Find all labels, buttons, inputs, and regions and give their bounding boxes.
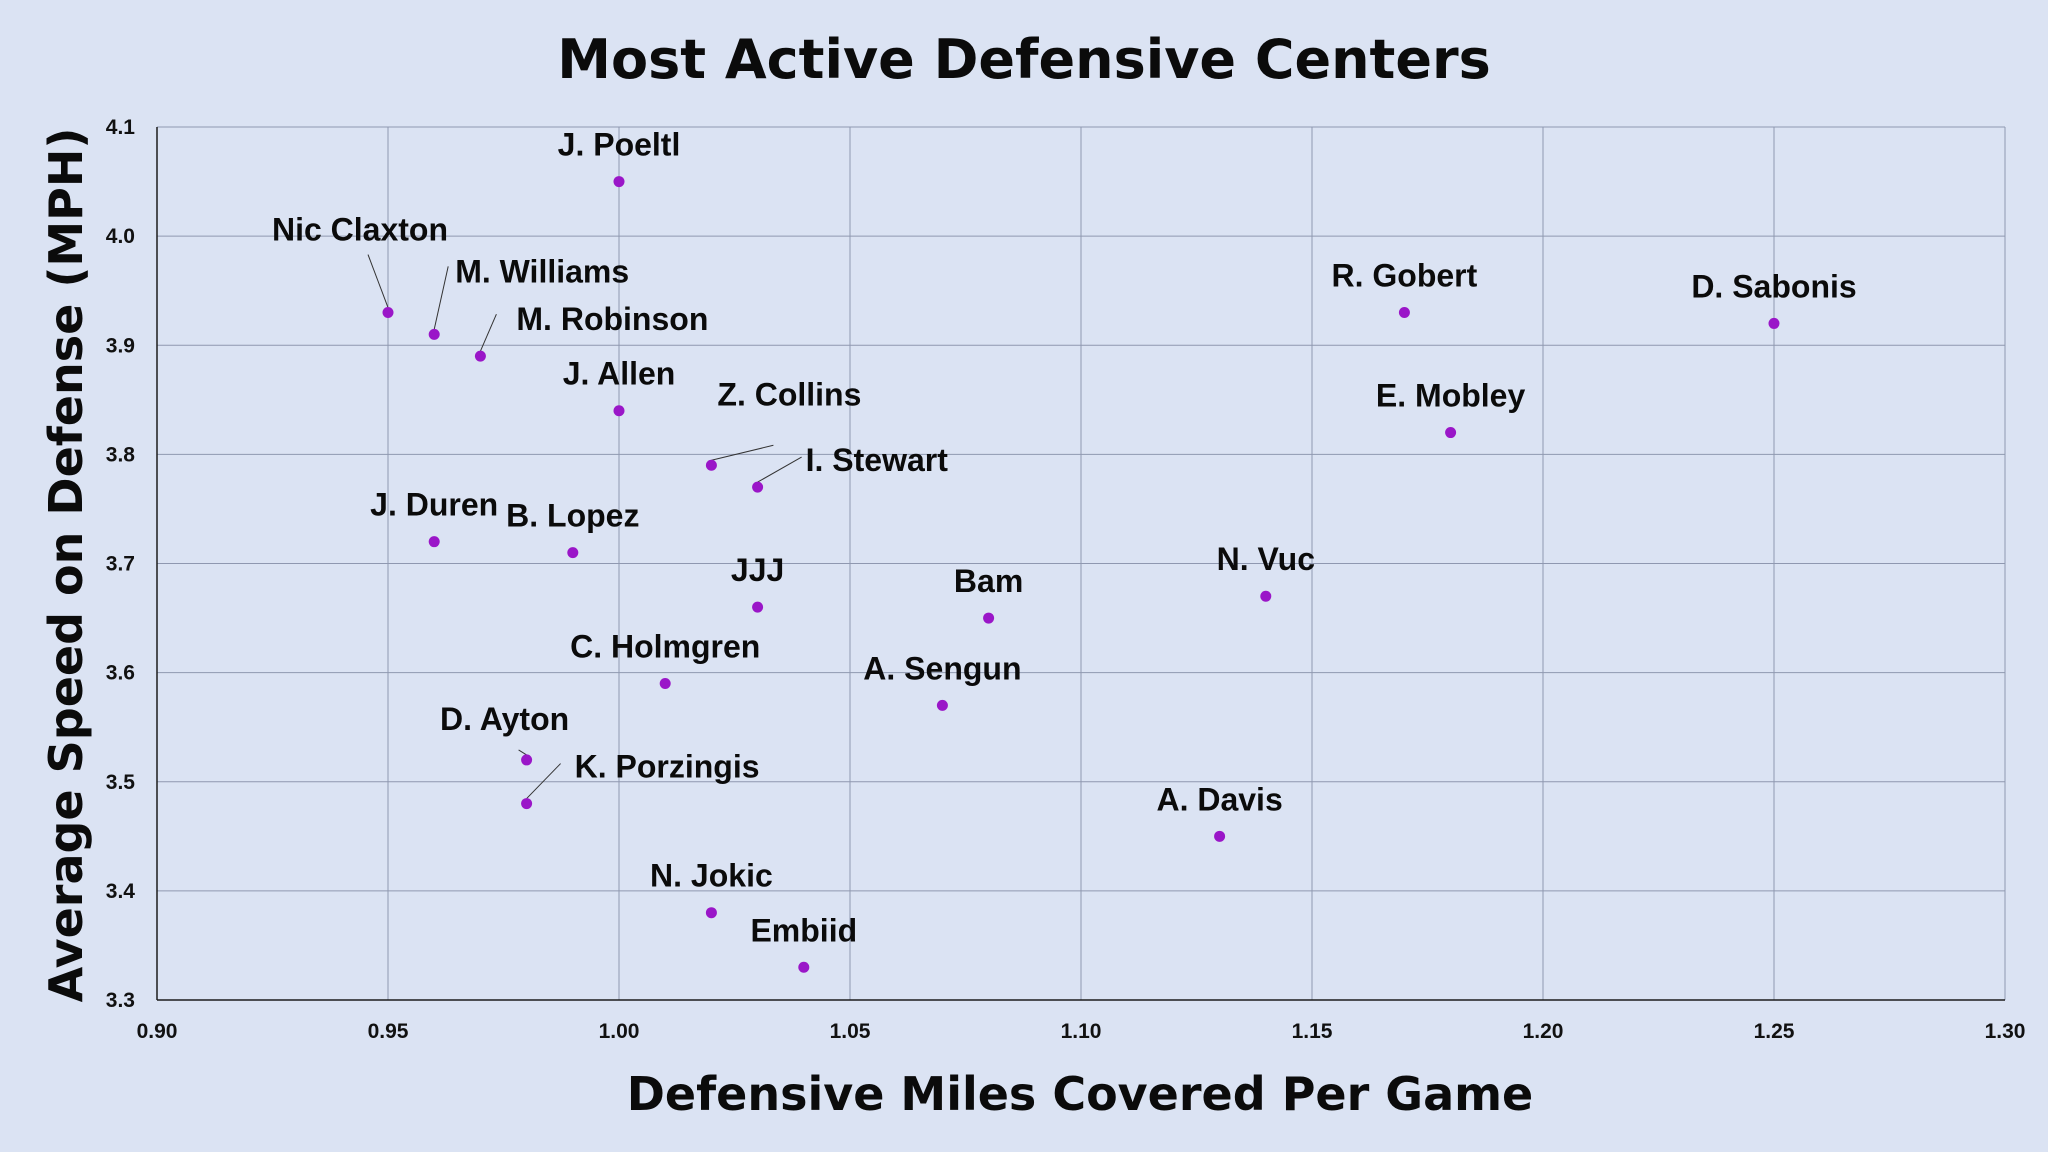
x-tick-label: 1.30: [1985, 1020, 2026, 1043]
y-tick-label: 3.8: [106, 443, 136, 466]
data-point: [705, 459, 717, 471]
y-tick-label: 3.4: [106, 880, 136, 903]
point-label: K. Porzingis: [575, 749, 760, 785]
data-point: [752, 601, 764, 613]
data-point: [1214, 830, 1226, 842]
chart-title: Most Active Defensive Centers: [557, 28, 1491, 91]
point-label: D. Sabonis: [1691, 268, 1856, 304]
x-tick-label: 0.90: [137, 1020, 178, 1043]
point-label: Embiid: [750, 912, 857, 948]
point-label: N. Jokic: [650, 858, 773, 894]
x-tick-label: 0.95: [368, 1020, 409, 1043]
y-tick-label: 3.3: [106, 989, 135, 1012]
leader-lines: [367, 254, 802, 799]
y-axis-title: Average Speed on Defense (MPH): [39, 128, 93, 1003]
data-point: [521, 798, 533, 810]
data-point: [1398, 307, 1410, 319]
data-points: [382, 176, 1780, 973]
y-tick-label: 4.0: [106, 225, 135, 248]
y-tick-label: 3.9: [106, 334, 135, 357]
y-tick-labels: 3.3 3.4 3.5 3.6 3.7 3.8 3.9 4.0 4.1: [106, 116, 136, 1012]
label-leader-line: [757, 456, 802, 483]
point-label: D. Ayton: [440, 701, 569, 737]
data-point: [1445, 427, 1457, 439]
x-tick-label: 1.00: [599, 1020, 640, 1043]
y-tick-label: 3.6: [106, 662, 135, 685]
data-point: [382, 307, 394, 319]
point-label: M. Robinson: [516, 301, 708, 337]
label-leader-line: [526, 763, 561, 799]
data-point: [474, 350, 486, 362]
data-point: [521, 754, 533, 766]
data-point: [1768, 317, 1780, 329]
y-tick-label: 3.7: [106, 553, 135, 576]
data-point: [428, 328, 440, 340]
point-label: J. Duren: [370, 487, 498, 523]
x-tick-label: 1.15: [1292, 1020, 1333, 1043]
x-tick-label: 1.25: [1754, 1020, 1795, 1043]
point-label: C. Holmgren: [570, 629, 760, 665]
point-label: Z. Collins: [717, 376, 861, 412]
x-tick-labels: 0.90 0.95 1.00 1.05 1.10 1.15 1.20 1.25 1.30: [137, 1020, 2026, 1043]
x-tick-label: 1.05: [830, 1020, 871, 1043]
point-label: E. Mobley: [1376, 378, 1526, 414]
data-point: [428, 536, 440, 548]
point-label: J. Poeltl: [558, 127, 681, 163]
label-leader-line: [367, 254, 389, 308]
data-point: [705, 907, 717, 919]
data-point: [936, 699, 948, 711]
point-label: JJJ: [731, 552, 784, 588]
label-leader-line: [518, 749, 527, 756]
y-tick-label: 3.5: [106, 771, 136, 794]
axes: [156, 127, 2005, 1001]
data-point: [613, 405, 625, 417]
point-label: N. Vuc: [1217, 541, 1315, 577]
x-tick-label: 1.20: [1523, 1020, 1564, 1043]
data-point: [752, 481, 764, 493]
point-label: J. Allen: [563, 356, 676, 392]
data-point: [613, 176, 625, 188]
point-label: Nic Claxton: [272, 212, 448, 248]
data-point: [659, 678, 671, 690]
label-leader-line: [479, 313, 497, 352]
point-label: I. Stewart: [806, 442, 949, 478]
point-label: A. Davis: [1156, 781, 1282, 817]
point-label: M. Williams: [455, 253, 629, 289]
x-axis-title: Defensive Miles Covered Per Game: [627, 1067, 1534, 1121]
data-point: [983, 612, 995, 624]
x-tick-label: 1.10: [1061, 1020, 1102, 1043]
label-leader-line: [711, 444, 774, 461]
grid: [156, 126, 2006, 1001]
data-point: [1260, 590, 1272, 602]
point-label: B. Lopez: [506, 498, 639, 534]
y-tick-label: 4.1: [106, 116, 136, 139]
point-label: A. Sengun: [863, 650, 1021, 686]
point-label: R. Gobert: [1332, 258, 1478, 294]
point-label: Bam: [954, 563, 1023, 599]
label-leader-line: [433, 266, 449, 330]
data-point: [798, 961, 810, 973]
data-point: [567, 547, 579, 559]
